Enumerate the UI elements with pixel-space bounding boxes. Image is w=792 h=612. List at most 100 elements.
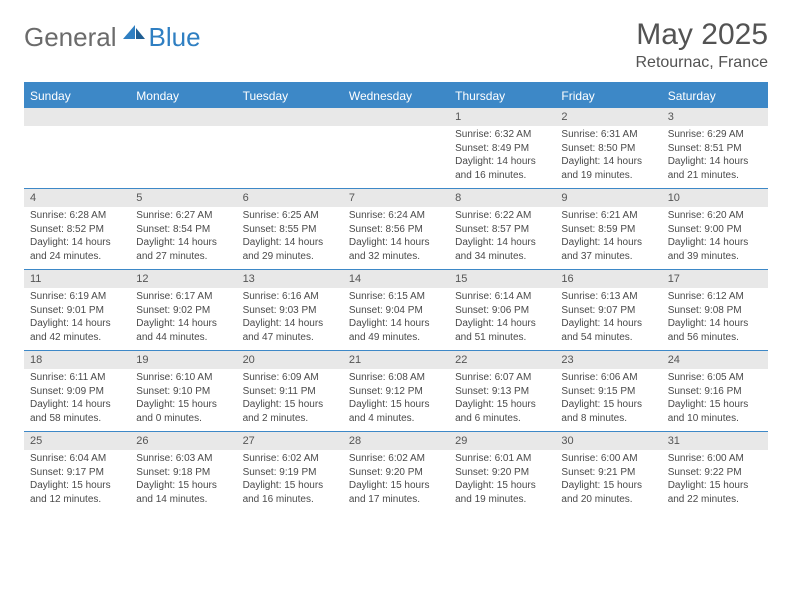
day-of-week-row: Sunday Monday Tuesday Wednesday Thursday… (24, 84, 768, 108)
sunset-text: Sunset: 9:17 PM (30, 466, 124, 480)
daylight-text: Daylight: 14 hours and 16 minutes. (455, 155, 549, 182)
day-details: Sunrise: 6:28 AMSunset: 8:52 PMDaylight:… (24, 207, 130, 269)
day-details: Sunrise: 6:32 AMSunset: 8:49 PMDaylight:… (449, 126, 555, 188)
logo: General Blue (24, 22, 201, 53)
day-number (237, 108, 343, 126)
daylight-text: Daylight: 14 hours and 51 minutes. (455, 317, 549, 344)
day-number (24, 108, 130, 126)
day-details: Sunrise: 6:31 AMSunset: 8:50 PMDaylight:… (555, 126, 661, 188)
dow-monday: Monday (130, 84, 236, 108)
sunset-text: Sunset: 8:50 PM (561, 142, 655, 156)
calendar: Sunday Monday Tuesday Wednesday Thursday… (24, 82, 768, 512)
sunset-text: Sunset: 9:12 PM (349, 385, 443, 399)
sunset-text: Sunset: 8:51 PM (668, 142, 762, 156)
day-number: 20 (237, 351, 343, 369)
sunset-text: Sunset: 8:54 PM (136, 223, 230, 237)
day-details: Sunrise: 6:00 AMSunset: 9:21 PMDaylight:… (555, 450, 661, 512)
day-details: Sunrise: 6:05 AMSunset: 9:16 PMDaylight:… (662, 369, 768, 431)
day-details: Sunrise: 6:04 AMSunset: 9:17 PMDaylight:… (24, 450, 130, 512)
day-number: 17 (662, 270, 768, 288)
month-title: May 2025 (635, 18, 768, 52)
dow-sunday: Sunday (24, 84, 130, 108)
sunset-text: Sunset: 9:15 PM (561, 385, 655, 399)
sunrise-text: Sunrise: 6:17 AM (136, 290, 230, 304)
daylight-text: Daylight: 15 hours and 12 minutes. (30, 479, 124, 506)
sunset-text: Sunset: 9:21 PM (561, 466, 655, 480)
day-details: Sunrise: 6:08 AMSunset: 9:12 PMDaylight:… (343, 369, 449, 431)
sunset-text: Sunset: 9:11 PM (243, 385, 337, 399)
day-number: 29 (449, 432, 555, 450)
day-details (237, 126, 343, 188)
sunset-text: Sunset: 9:00 PM (668, 223, 762, 237)
sunrise-text: Sunrise: 6:29 AM (668, 128, 762, 142)
sunset-text: Sunset: 9:06 PM (455, 304, 549, 318)
day-number: 19 (130, 351, 236, 369)
logo-text-blue: Blue (149, 22, 201, 53)
day-number: 11 (24, 270, 130, 288)
day-number: 10 (662, 189, 768, 207)
dow-friday: Friday (555, 84, 661, 108)
sunset-text: Sunset: 9:03 PM (243, 304, 337, 318)
week-daynum-row: 123 (24, 108, 768, 126)
day-number (343, 108, 449, 126)
daylight-text: Daylight: 14 hours and 44 minutes. (136, 317, 230, 344)
daylight-text: Daylight: 15 hours and 14 minutes. (136, 479, 230, 506)
sunset-text: Sunset: 9:20 PM (455, 466, 549, 480)
dow-tuesday: Tuesday (237, 84, 343, 108)
sunrise-text: Sunrise: 6:11 AM (30, 371, 124, 385)
day-details: Sunrise: 6:27 AMSunset: 8:54 PMDaylight:… (130, 207, 236, 269)
day-number: 1 (449, 108, 555, 126)
day-details: Sunrise: 6:15 AMSunset: 9:04 PMDaylight:… (343, 288, 449, 350)
sunset-text: Sunset: 9:08 PM (668, 304, 762, 318)
title-block: May 2025 Retournac, France (635, 18, 768, 72)
sunrise-text: Sunrise: 6:24 AM (349, 209, 443, 223)
day-number: 24 (662, 351, 768, 369)
day-details: Sunrise: 6:01 AMSunset: 9:20 PMDaylight:… (449, 450, 555, 512)
daylight-text: Daylight: 15 hours and 16 minutes. (243, 479, 337, 506)
day-details (343, 126, 449, 188)
daylight-text: Daylight: 14 hours and 49 minutes. (349, 317, 443, 344)
sunrise-text: Sunrise: 6:22 AM (455, 209, 549, 223)
sunset-text: Sunset: 8:49 PM (455, 142, 549, 156)
sunrise-text: Sunrise: 6:32 AM (455, 128, 549, 142)
day-number: 14 (343, 270, 449, 288)
week-details-row: Sunrise: 6:19 AMSunset: 9:01 PMDaylight:… (24, 288, 768, 350)
daylight-text: Daylight: 14 hours and 56 minutes. (668, 317, 762, 344)
sunset-text: Sunset: 8:59 PM (561, 223, 655, 237)
daylight-text: Daylight: 15 hours and 8 minutes. (561, 398, 655, 425)
sunrise-text: Sunrise: 6:31 AM (561, 128, 655, 142)
day-details: Sunrise: 6:11 AMSunset: 9:09 PMDaylight:… (24, 369, 130, 431)
daylight-text: Daylight: 14 hours and 19 minutes. (561, 155, 655, 182)
day-details (130, 126, 236, 188)
sunrise-text: Sunrise: 6:04 AM (30, 452, 124, 466)
week-daynum-row: 25262728293031 (24, 431, 768, 450)
sunrise-text: Sunrise: 6:07 AM (455, 371, 549, 385)
sunrise-text: Sunrise: 6:27 AM (136, 209, 230, 223)
sunset-text: Sunset: 9:19 PM (243, 466, 337, 480)
dow-saturday: Saturday (662, 84, 768, 108)
daylight-text: Daylight: 14 hours and 37 minutes. (561, 236, 655, 263)
location-label: Retournac, France (635, 54, 768, 72)
sunrise-text: Sunrise: 6:00 AM (561, 452, 655, 466)
sunset-text: Sunset: 9:04 PM (349, 304, 443, 318)
sunrise-text: Sunrise: 6:08 AM (349, 371, 443, 385)
sunrise-text: Sunrise: 6:20 AM (668, 209, 762, 223)
day-number: 27 (237, 432, 343, 450)
header: General Blue May 2025 Retournac, France (24, 18, 768, 72)
sunrise-text: Sunrise: 6:21 AM (561, 209, 655, 223)
sunset-text: Sunset: 9:22 PM (668, 466, 762, 480)
day-number: 25 (24, 432, 130, 450)
day-number: 21 (343, 351, 449, 369)
day-number: 6 (237, 189, 343, 207)
daylight-text: Daylight: 14 hours and 29 minutes. (243, 236, 337, 263)
day-number: 16 (555, 270, 661, 288)
day-number: 28 (343, 432, 449, 450)
sunrise-text: Sunrise: 6:02 AM (349, 452, 443, 466)
day-number: 26 (130, 432, 236, 450)
sunrise-text: Sunrise: 6:19 AM (30, 290, 124, 304)
day-number: 7 (343, 189, 449, 207)
day-number: 18 (24, 351, 130, 369)
sunrise-text: Sunrise: 6:16 AM (243, 290, 337, 304)
week-daynum-row: 45678910 (24, 188, 768, 207)
day-details: Sunrise: 6:02 AMSunset: 9:20 PMDaylight:… (343, 450, 449, 512)
